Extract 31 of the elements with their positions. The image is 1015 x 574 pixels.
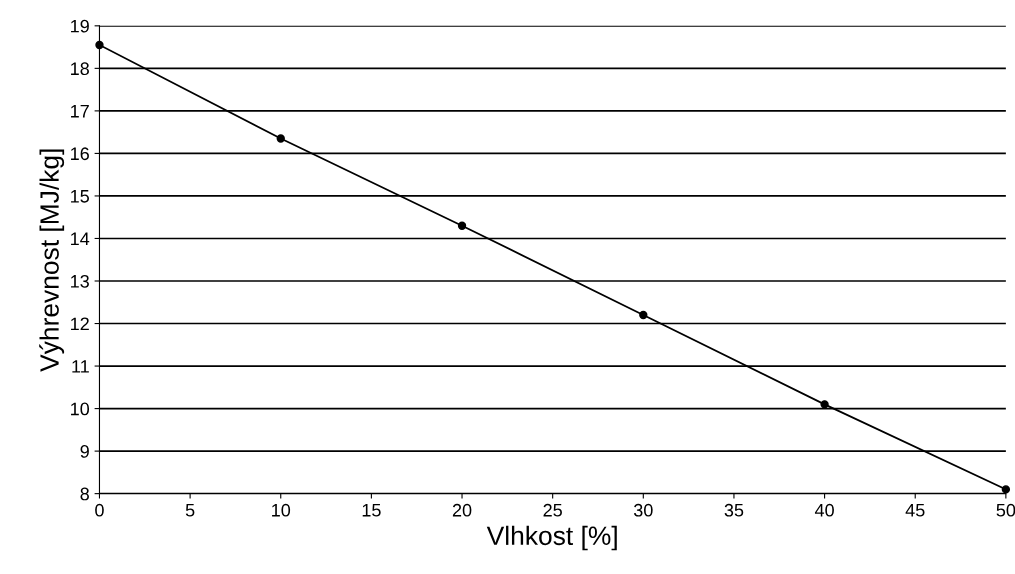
y-tick-label: 12 bbox=[71, 317, 89, 331]
point bbox=[276, 134, 285, 143]
y-axis-title: Výhrevnost [MJ/kg] bbox=[39, 149, 65, 372]
point bbox=[1001, 485, 1011, 494]
y-tick-label: 14 bbox=[71, 232, 90, 246]
x-tick-label: 25 bbox=[543, 503, 562, 517]
x-tick-label: 20 bbox=[452, 503, 472, 517]
y-tick-label: 10 bbox=[71, 402, 90, 416]
y-tick-label: 8 bbox=[80, 487, 89, 501]
x-tick-label: 10 bbox=[272, 503, 291, 517]
y-tick-label: 18 bbox=[71, 62, 89, 76]
y-tick-label: 19 bbox=[71, 19, 89, 33]
x-tick-label: 5 bbox=[185, 504, 195, 517]
x-tick-label: 15 bbox=[362, 504, 381, 517]
y-tick-label: 15 bbox=[71, 190, 89, 203]
y-tick-label: 9 bbox=[80, 445, 89, 458]
point bbox=[820, 400, 829, 409]
point bbox=[95, 40, 104, 50]
x-axis-title: Vlhkost [%] bbox=[486, 525, 617, 551]
x-tick-label: 45 bbox=[905, 504, 925, 517]
y-tick-label: 13 bbox=[71, 274, 89, 288]
y-tick-label: 11 bbox=[72, 360, 89, 373]
x-tick-label: 30 bbox=[633, 503, 653, 517]
point bbox=[639, 310, 648, 320]
x-tick-label: 0 bbox=[95, 503, 104, 517]
x-tick-label: 40 bbox=[814, 503, 834, 517]
y-tick-label: 17 bbox=[71, 105, 89, 118]
x-tick-label: 50 bbox=[996, 503, 1015, 517]
x-tick-label: 35 bbox=[724, 503, 744, 517]
point bbox=[457, 221, 467, 230]
y-tick-label: 16 bbox=[71, 147, 89, 161]
